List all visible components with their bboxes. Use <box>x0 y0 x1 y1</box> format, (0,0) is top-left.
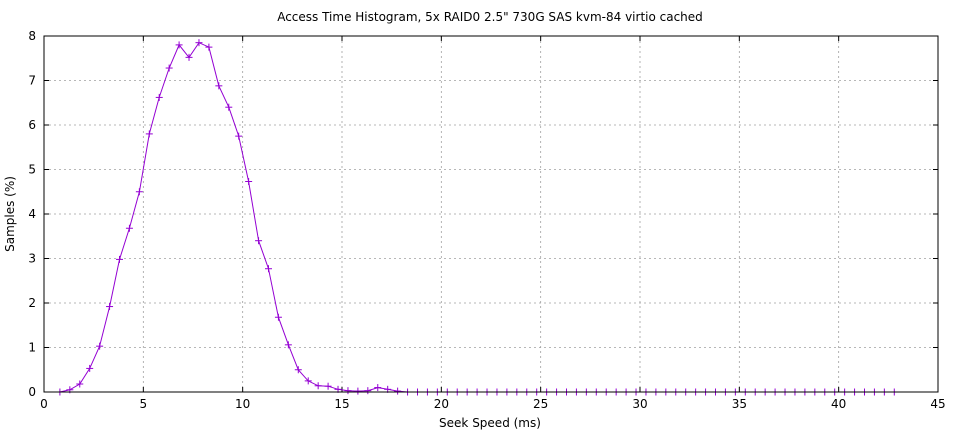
y-tick-label: 0 <box>28 385 36 399</box>
y-tick-label: 6 <box>28 118 36 132</box>
data-point <box>374 384 382 392</box>
series-line <box>59 42 895 393</box>
plot-frame <box>43 35 939 393</box>
data-point <box>135 188 143 196</box>
x-tick-label: 20 <box>434 397 449 411</box>
x-tick-label: 0 <box>40 397 48 411</box>
x-tick-label: 45 <box>930 397 945 411</box>
x-tick-label: 10 <box>235 397 250 411</box>
data-point <box>264 265 272 273</box>
y-tick-label: 8 <box>28 29 36 43</box>
data-point <box>344 387 352 395</box>
data-point <box>165 64 173 72</box>
y-tick-label: 7 <box>28 74 36 88</box>
data-point <box>215 82 223 90</box>
data-point <box>284 341 292 349</box>
data-point <box>354 387 362 395</box>
x-tick-label: 30 <box>632 397 647 411</box>
x-tick-label: 15 <box>334 397 349 411</box>
data-point <box>364 387 372 395</box>
y-tick-label: 3 <box>28 252 36 266</box>
data-point <box>314 382 322 390</box>
data-point <box>304 377 312 385</box>
data-point <box>155 93 163 101</box>
data-point <box>324 382 332 390</box>
chart-title: Access Time Histogram, 5x RAID0 2.5" 730… <box>277 10 703 24</box>
y-axis-label: Samples (%) <box>3 176 17 252</box>
data-point <box>205 43 213 51</box>
y-tick-label: 1 <box>28 341 36 355</box>
data-point <box>115 255 123 263</box>
data-point <box>245 178 253 186</box>
y-tick-label: 5 <box>28 163 36 177</box>
x-tick-label: 40 <box>831 397 846 411</box>
data-point <box>86 364 94 372</box>
data-point <box>175 41 183 49</box>
x-axis-label: Seek Speed (ms) <box>439 416 541 430</box>
x-tick-label: 35 <box>732 397 747 411</box>
y-tick-label: 2 <box>28 296 36 310</box>
data-point <box>235 132 243 140</box>
grid <box>44 36 938 392</box>
data-point <box>225 103 233 111</box>
data-point <box>76 380 84 388</box>
data-point <box>145 130 153 138</box>
data-point <box>106 303 114 311</box>
data-point <box>185 53 193 61</box>
x-tick-label: 25 <box>533 397 548 411</box>
data-point <box>96 342 104 350</box>
data-point <box>125 224 133 232</box>
data-point <box>294 366 302 374</box>
series-layer <box>56 39 898 396</box>
x-tick-label: 5 <box>140 397 148 411</box>
data-point <box>274 313 282 321</box>
data-point <box>195 39 203 47</box>
y-tick-label: 4 <box>28 207 36 221</box>
data-point <box>255 237 263 245</box>
data-point <box>394 387 402 395</box>
